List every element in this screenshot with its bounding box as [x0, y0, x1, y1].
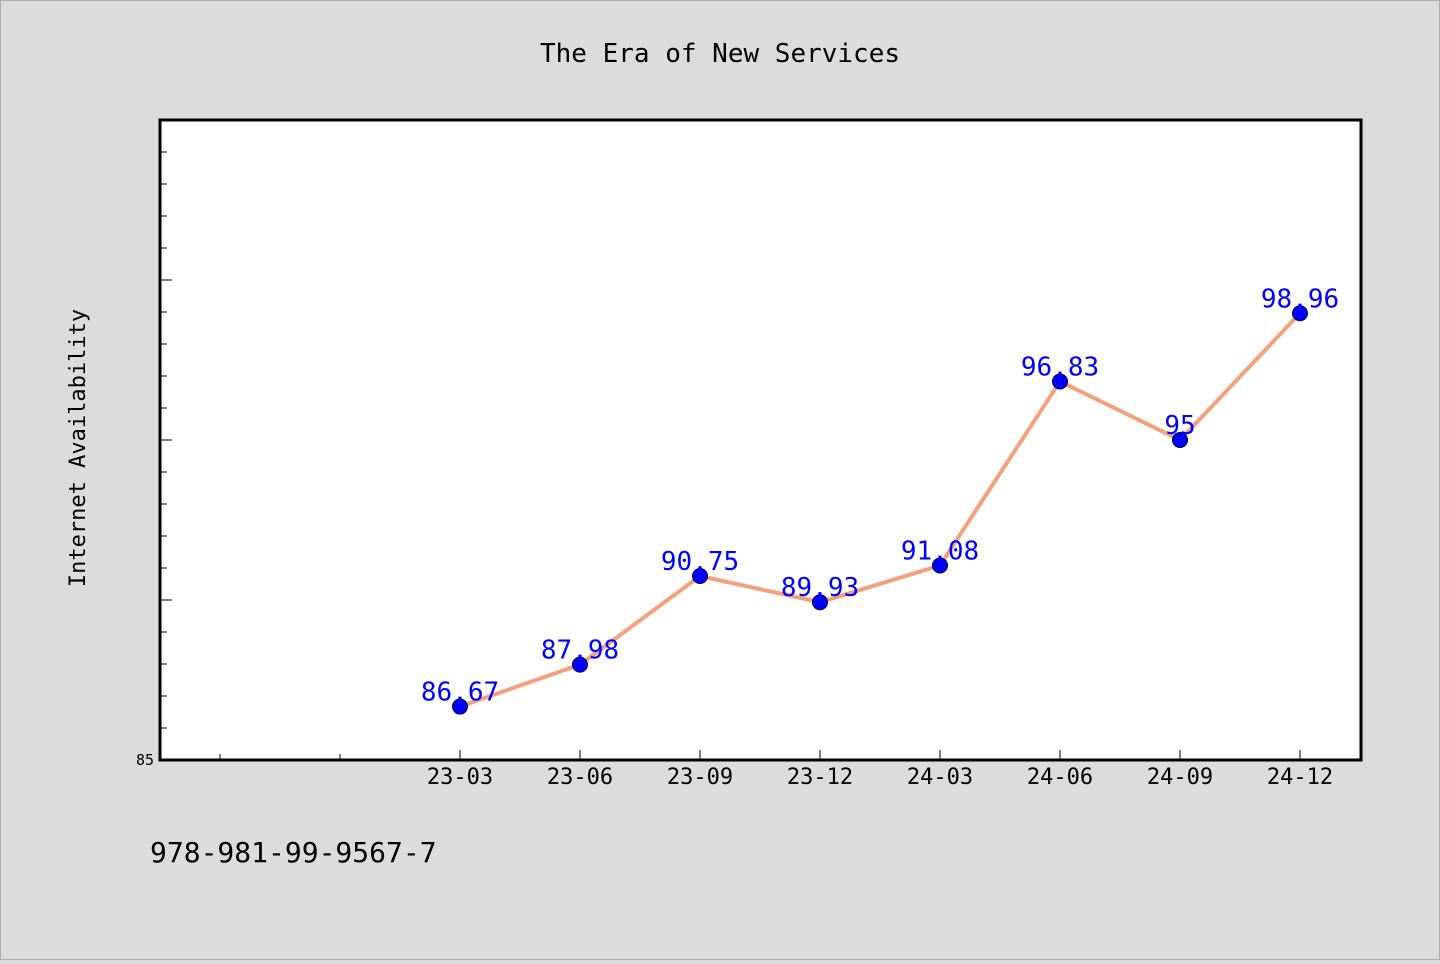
data-label: 91.08: [901, 536, 979, 566]
x-tick-label: 23-12: [787, 765, 853, 790]
data-label: 90.75: [661, 547, 739, 577]
data-point: [812, 594, 828, 611]
x-tick-label: 23-03: [427, 765, 493, 790]
footer-isbn: 978-981-99-9567-7: [150, 836, 437, 869]
x-tick-label: 23-06: [547, 765, 613, 790]
data-label: 96.83: [1021, 352, 1099, 382]
data-label: 89.93: [781, 573, 859, 603]
chart-title: The Era of New Services: [540, 39, 900, 69]
x-tick-label: 24-09: [1147, 765, 1213, 790]
series-line: [459, 311, 1302, 709]
data-point: [692, 568, 708, 584]
x-tick-label: 23-09: [667, 765, 733, 790]
y-axis-ticks: 85: [136, 119, 172, 769]
x-tick-label: 24-12: [1267, 765, 1333, 790]
data-point: [932, 557, 948, 574]
data-point: [1052, 373, 1068, 390]
series-layer: 86.67 87.98 90.75 89.93 91.08 96.83 95 98.96: [421, 284, 1339, 715]
plot-area: [158, 118, 1363, 762]
data-point: [572, 656, 588, 673]
data-label: 86.67: [421, 678, 499, 708]
data-point: [1292, 305, 1308, 322]
data-label: 98.96: [1261, 284, 1339, 314]
data-point: [452, 698, 468, 715]
x-tick-label: 24-06: [1027, 765, 1093, 790]
x-axis-ticks: 23-03 23-06 23-09 23-12 24-03 24-06 24-09 24-12: [219, 750, 1333, 790]
y-tick-label: 85: [136, 751, 154, 769]
data-label: 95: [1164, 411, 1195, 441]
x-tick-label: 24-03: [907, 765, 973, 790]
data-point: [1172, 432, 1188, 448]
data-label: 87.98: [541, 636, 619, 666]
y-axis-label: Internet Availability: [66, 309, 91, 587]
